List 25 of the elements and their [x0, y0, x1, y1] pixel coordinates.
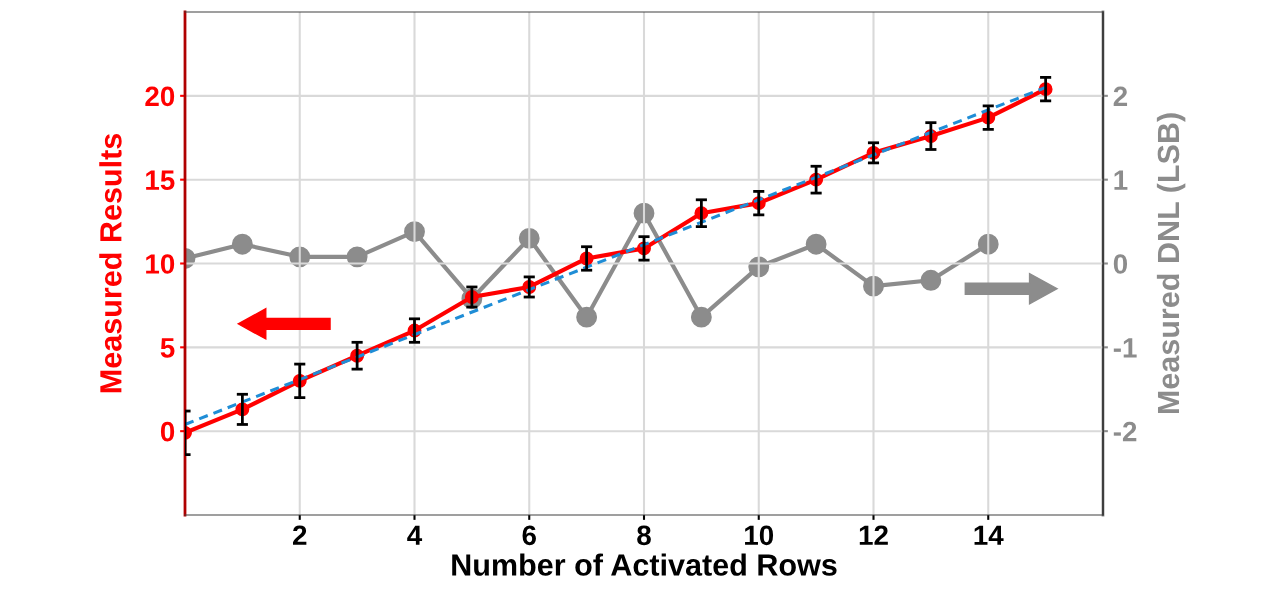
point — [920, 269, 942, 291]
y-axis-title: Measured Results — [99, 133, 122, 393]
y-tick-label: 10 — [146, 254, 175, 274]
y-tick-label: 20 — [145, 86, 175, 107]
y2-tick-label: -2 — [1113, 421, 1137, 442]
y-tick-label: 5 — [160, 338, 175, 358]
y-tick-label: 0 — [160, 421, 175, 442]
x-tick-label: 8 — [637, 525, 651, 546]
y2-tick-label: 0 — [1113, 254, 1128, 274]
x-tick-label: 10 — [745, 525, 774, 546]
y2-tick-label: 2 — [1113, 86, 1128, 106]
point — [231, 233, 253, 255]
x-tick-label: 14 — [974, 525, 1004, 545]
point — [805, 233, 827, 255]
x-tick-label: 4 — [407, 525, 423, 545]
y2-tick-label: -1 — [1113, 338, 1137, 358]
x-tick-label: 6 — [522, 525, 536, 546]
x-axis-title: Number of Activated Rows — [452, 553, 837, 576]
point — [690, 306, 712, 328]
x-tick-label: 2 — [292, 525, 307, 545]
x-tick-label: 12 — [859, 525, 888, 545]
y2-axis-title: Measured DNL (LSB) — [1156, 113, 1186, 414]
y-tick-label: 15 — [146, 170, 175, 191]
y2-tick-label: 1 — [1114, 170, 1128, 190]
point — [576, 306, 598, 328]
